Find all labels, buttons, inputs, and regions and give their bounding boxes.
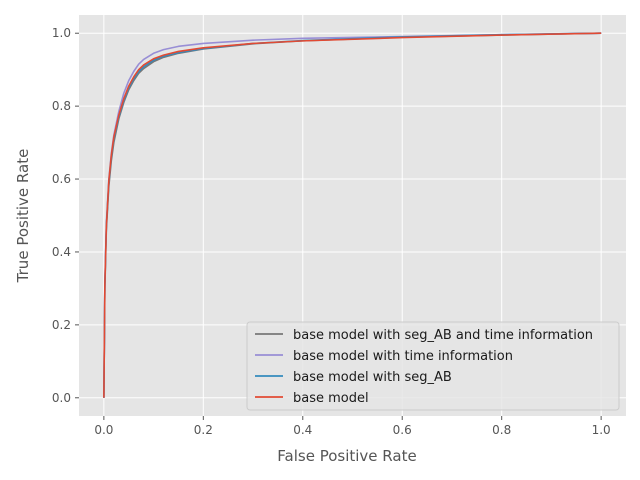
x-axis-label: False Positive Rate <box>277 447 416 465</box>
x-tick-label: 0.0 <box>94 423 113 437</box>
grid-lines <box>79 15 626 416</box>
x-tick-label: 1.0 <box>592 423 611 437</box>
series-lines <box>103 32 602 398</box>
legend-box <box>246 321 620 411</box>
x-tick-label: 0.4 <box>293 423 312 437</box>
legend-entry: base model with seg_AB and time informat… <box>293 328 593 343</box>
y-tick-labels: 0.0 0.2 0.4 0.6 0.8 1.0 <box>52 26 79 405</box>
y-tick-label: 0.2 <box>52 318 71 332</box>
x-tick-label: 0.2 <box>194 423 213 437</box>
legend: base model with seg_AB and time informat… <box>246 321 620 411</box>
x-tick-label: 0.6 <box>393 423 412 437</box>
y-tick-label: 0.0 <box>52 391 71 405</box>
y-tick-label: 0.6 <box>52 172 71 186</box>
y-axis-label: True Positive Rate <box>14 149 32 284</box>
x-tick-label: 0.8 <box>492 423 511 437</box>
x-tick-labels: 0.0 0.2 0.4 0.6 0.8 1.0 <box>94 416 611 437</box>
y-tick-label: 0.4 <box>52 245 71 259</box>
y-tick-label: 1.0 <box>52 26 71 40</box>
legend-entry: base model with seg_AB <box>293 370 452 385</box>
roc-line <box>103 32 602 398</box>
legend-entry: base model <box>293 391 369 406</box>
legend-entry: base model with time information <box>293 349 513 364</box>
y-tick-label: 0.8 <box>52 99 71 113</box>
